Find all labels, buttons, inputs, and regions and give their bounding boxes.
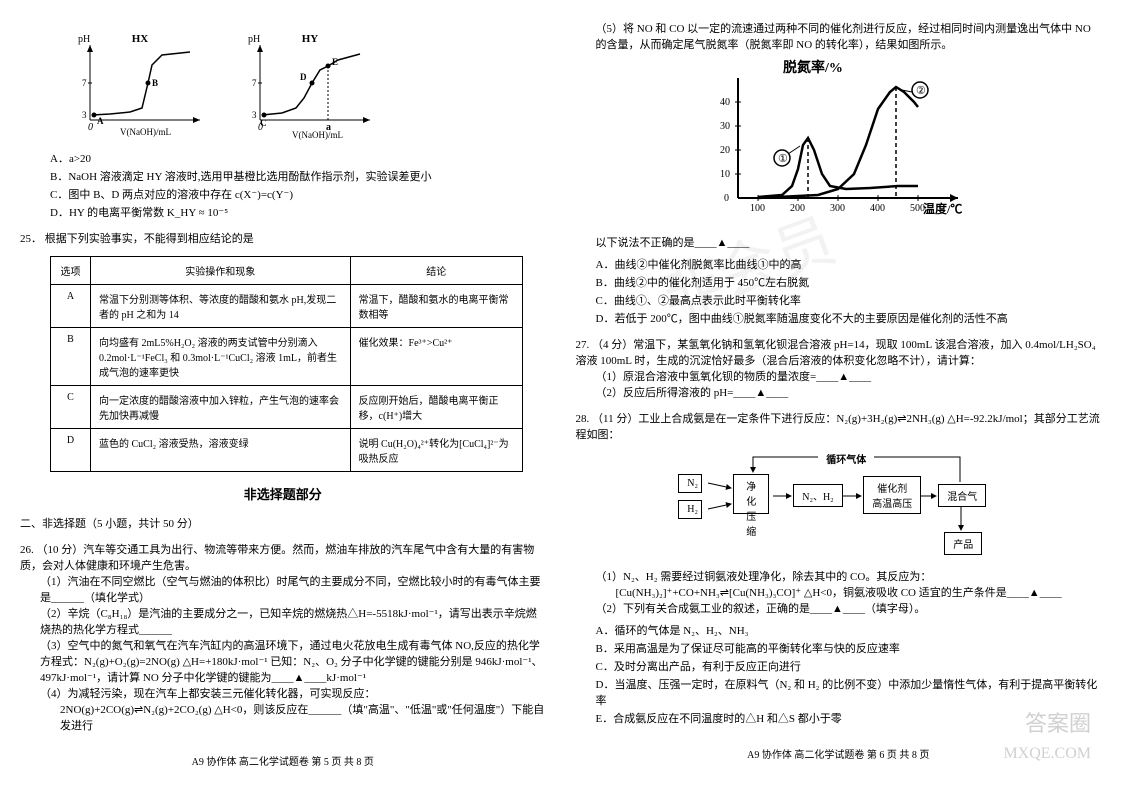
opt-d: D．HY 的电离平衡常数 K_HY ≈ 10⁻⁵ [50, 204, 546, 220]
flow-mid: N₂、H₂ [793, 484, 842, 507]
yt20: 20 [720, 145, 730, 156]
graph-hy-svg: HY pH 7 3 0 C D E a V(NaOH)/mL [240, 30, 380, 140]
yt40: 40 [720, 97, 730, 108]
graphs-row: HX pH 7 3 0 A B V(NaOH)/mL HY [70, 30, 546, 140]
p2-opt-b: B．采用高温是为了保证尽可能高的平衡转化率与快的反应速率 [596, 640, 1102, 656]
q27-stem: （4 分）常温下，某氢氧化钠和氢氧化钡混合溶液 pH=14，现取 100mL 该… [576, 339, 1096, 367]
q26-p5-stem: 以下说法不正确的是____▲____ [596, 234, 1102, 250]
xt200: 200 [790, 203, 805, 214]
ytick-7: 7 [82, 78, 87, 88]
p2-opt-c: C．及时分离出产品，有利于反应正向进行 [596, 658, 1102, 674]
flow-loop: 循环气体 [818, 448, 874, 469]
table-row: C向一定浓度的醋酸溶液中加入锌粒，产生气泡的速率会先加快再减慢反应刚开始后，醋酸… [51, 386, 523, 429]
point-b: B [152, 78, 158, 88]
q25-num: 25． [20, 233, 42, 245]
flow-cat: 催化剂 高温高压 [863, 476, 921, 514]
callout-1: ① [778, 153, 788, 165]
q26-p3: （3）空气中的氮气和氧气在汽车汽缸内的高温环境下，通过电火花放电生成有毒气体 N… [40, 637, 546, 685]
q28-p2-opts: A．循环的气体是 N₂、H₂、NH₃ B．采用高温是为了保证尽可能高的平衡转化率… [596, 622, 1102, 726]
q26-num: 26. [20, 544, 34, 556]
point-a: A [97, 116, 104, 126]
hy-ytick-7: 7 [252, 78, 257, 88]
p5-opt-d: D．若低于 200℃，图中曲线①脱氮率随温度变化不大的主要原因是催化剂的活性不高 [596, 310, 1102, 326]
q28-p2: （2）下列有关合成氨工业的叙述，正确的是____▲____（填字母）。 [596, 600, 1102, 616]
q25: 25． 根据下列实验事实，不能得到相应结论的是 [20, 230, 546, 246]
p2-opt-e: E．合成氨反应在不同温度时的△H 和△S 都小于零 [596, 710, 1102, 726]
chart-ylabel: 脱氮率/% [783, 59, 843, 76]
q27-p2: （2）反应后所得溶液的 pH=____▲____ [596, 384, 1102, 400]
origin-0: 0 [88, 122, 93, 133]
q28-num: 28. [576, 413, 590, 425]
p2-opt-d: D．当温度、压强一定时，在原料气（N₂ 和 H₂ 的比例不变）中添加少量惰性气体… [596, 676, 1102, 708]
q26-p4a: （4）为减轻污染，现在汽车上都安装三元催化转化器，可实现反应： [40, 685, 546, 701]
q25-stem: 根据下列实验事实，不能得到相应结论的是 [45, 233, 254, 245]
yt30: 30 [720, 121, 730, 132]
page-6: 非会员 （5）将 NO 和 CO 以一定的流速通过两种不同的催化剂进行反应，经过… [576, 20, 1102, 768]
flow-n2: N₂ [678, 474, 702, 493]
flow-prod: 产品 [944, 532, 982, 555]
q24-options: A．a>20 B．NaOH 溶液滴定 HY 溶液时,选用甲基橙比选用酚酞作指示剂… [50, 150, 546, 220]
q28-stem: （11 分）工业上合成氨是在一定条件下进行反应：N₂(g)+3H₂(g)⇌2NH… [576, 413, 1100, 441]
yt10: 10 [720, 169, 730, 180]
th-op: 实验操作和现象 [91, 257, 351, 285]
graph-hx-title: HX [132, 33, 149, 45]
callout-2: ② [916, 85, 926, 97]
p5-opt-b: B．曲线②中的催化剂适用于 450℃左右脱氮 [596, 274, 1102, 290]
q26-p5-opts: A．曲线②中催化剂脱氮率比曲线①中的高 B．曲线②中的催化剂适用于 450℃左右… [596, 256, 1102, 326]
xt400: 400 [870, 203, 885, 214]
q28-p1: （1）N₂、H₂ 需要经过铜氨液处理净化，除去其中的 CO。其反应为： [596, 568, 1102, 584]
opt-c: C．图中 B、D 两点对应的溶液中存在 c(X⁻)=c(Y⁻) [50, 186, 546, 202]
section2-note: 二、非选择题（5 小题，共计 50 分） [20, 515, 546, 531]
point-d: D [300, 72, 307, 82]
flow-mix: 混合气 [938, 484, 986, 507]
table-row: B向均盛有 2mL5%H₂O₂ 溶液的两支试管中分别滴入 0.2mol·L⁻¹F… [51, 328, 523, 386]
xt100: 100 [750, 203, 765, 214]
flow-diagram: N₂ H₂ 净化 压缩 N₂、H₂ 催化剂 高温高压 混合气 循环气体 产品 [678, 452, 998, 562]
p5-opt-c: C．曲线①、②最高点表示此时平衡转化率 [596, 292, 1102, 308]
q26: 26. （10 分）汽车等交通工具为出行、物流等带来方便。然而，燃油车排放的汽车… [20, 541, 546, 733]
footer-right: A9 协作体 高二化学试题卷 第 6 页 共 8 页 [576, 746, 1102, 761]
q26-p2: （2）辛烷（C₈H₁₈）是汽油的主要成分之一，已知辛烷的燃烧热△H=-5518k… [40, 605, 546, 637]
page-5: HX pH 7 3 0 A B V(NaOH)/mL HY [20, 20, 546, 768]
yt0: 0 [724, 193, 729, 204]
q26-p1: （1）汽油在不同空燃比（空气与燃油的体积比）时尾气的主要成分不同，空燃比较小时的… [40, 573, 546, 605]
p5-opt-a: A．曲线②中催化剂脱氮率比曲线①中的高 [596, 256, 1102, 272]
q26-stem: （10 分）汽车等交通工具为出行、物流等带来方便。然而，燃油车排放的汽车尾气中含… [20, 544, 534, 572]
flow-purify: 净化 压缩 [733, 474, 769, 514]
point-e: E [332, 57, 338, 67]
table-row: A常温下分别测等体积、等浓度的醋酸和氨水 pH,发现二者的 pH 之和为 14常… [51, 285, 523, 328]
xlabel-hy: V(NaOH)/mL [292, 130, 343, 140]
flow-h2: H₂ [678, 500, 702, 519]
ylabel-hx: pH [78, 34, 90, 45]
th-con: 结论 [350, 257, 522, 285]
graph-hy-title: HY [302, 33, 319, 45]
point-c: C [260, 118, 267, 128]
q27: 27. （4 分）常温下，某氢氧化钠和氢氧化钡混合溶液 pH=14，现取 100… [576, 336, 1102, 400]
th-opt: 选项 [51, 257, 91, 285]
section2-title: 非选择题部分 [20, 484, 546, 503]
ytick-3: 3 [82, 110, 87, 120]
q28-p1b: [Cu(NH₃)₂]⁺+CO+NH₃⇌[Cu(NH₃)₃CO]⁺ △H<0，铜氨… [616, 584, 1102, 600]
table-row: D蓝色的 CuCl₂ 溶液受热，溶液变绿说明 Cu(H₂O)₄²⁺转化为[CuC… [51, 429, 523, 472]
denitrification-chart: 脱氮率/% 0 10 20 30 40 100 200 300 400 500 [698, 58, 978, 228]
p2-opt-a: A．循环的气体是 N₂、H₂、NH₃ [596, 622, 1102, 638]
chart-svg: 脱氮率/% 0 10 20 30 40 100 200 300 400 500 [698, 58, 978, 228]
opt-b: B．NaOH 溶液滴定 HY 溶液时,选用甲基橙比选用酚酞作指示剂，实验误差更小 [50, 168, 546, 184]
q25-table: 选项 实验操作和现象 结论 A常温下分别测等体积、等浓度的醋酸和氨水 pH,发现… [50, 256, 523, 472]
footer-left: A9 协作体 高二化学试题卷 第 5 页 共 8 页 [20, 753, 546, 768]
q26-p4b: 2NO(g)+2CO(g)⇌N₂(g)+2CO₂(g) △H<0，则该反应在__… [60, 701, 546, 733]
q27-num: 27. [576, 339, 590, 351]
q27-p1: （1）原混合溶液中氢氧化钡的物质的量浓度=____▲____ [596, 368, 1102, 384]
graph-hx-svg: HX pH 7 3 0 A B V(NaOH)/mL [70, 30, 210, 140]
hy-ytick-3: 3 [252, 110, 257, 120]
xlabel-hx: V(NaOH)/mL [120, 127, 171, 137]
ylabel-hy: pH [248, 34, 260, 45]
chart-xlabel: 温度/℃ [923, 201, 962, 216]
q28: 28. （11 分）工业上合成氨是在一定条件下进行反应：N₂(g)+3H₂(g)… [576, 410, 1102, 442]
graph-hy: HY pH 7 3 0 C D E a V(NaOH)/mL [240, 30, 380, 140]
opt-a: A．a>20 [50, 150, 546, 166]
graph-hx: HX pH 7 3 0 A B V(NaOH)/mL [70, 30, 210, 140]
xt300: 300 [830, 203, 845, 214]
q26-p5: （5）将 NO 和 CO 以一定的流速通过两种不同的催化剂进行反应，经过相同时间… [596, 20, 1102, 52]
